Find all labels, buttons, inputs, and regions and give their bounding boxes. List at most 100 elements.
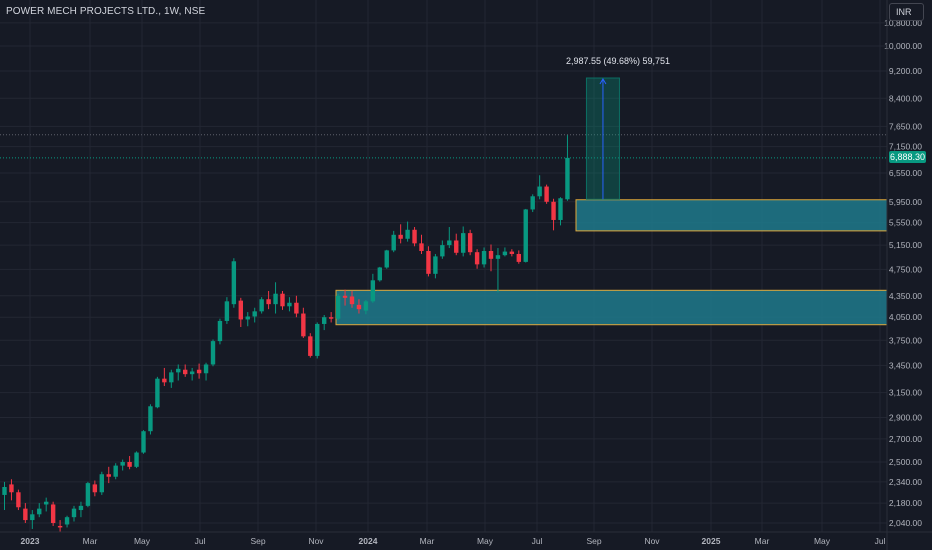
candle-body <box>169 372 174 383</box>
candle-body <box>412 229 417 244</box>
candle-body <box>64 517 70 525</box>
candle-body <box>509 251 515 254</box>
candle-body <box>349 296 355 305</box>
y-tick-label: 3,150.00 <box>889 388 922 398</box>
candle-body <box>252 311 257 317</box>
price-range-measure[interactable] <box>585 77 620 200</box>
candle-body <box>523 209 528 262</box>
y-tick-label: 5,550.00 <box>889 218 922 228</box>
symbol-title: POWER MECH PROJECTS LTD., 1W, NSE <box>6 6 206 17</box>
candle-body <box>565 157 570 200</box>
candle-body <box>377 267 382 281</box>
candle-body <box>148 406 153 432</box>
candle-body <box>266 299 271 305</box>
x-tick-label: Sep <box>250 536 265 546</box>
x-tick-label: Nov <box>308 536 324 546</box>
candle-body <box>335 295 341 319</box>
x-tick-label: Sep <box>586 536 601 546</box>
candle-body <box>315 323 320 356</box>
x-tick-label: 2023 <box>21 536 40 546</box>
x-tick-label: 2025 <box>702 536 721 546</box>
candle-body <box>454 240 459 253</box>
candle-body <box>544 186 549 202</box>
candlestick-series <box>0 134 887 532</box>
x-tick-label: Mar <box>420 536 435 546</box>
candle-body <box>106 474 111 477</box>
y-tick-label: 4,050.00 <box>889 312 922 322</box>
y-tick-label: 5,950.00 <box>889 197 922 207</box>
y-tick-label: 2,500.00 <box>889 457 922 467</box>
x-tick-label: Jul <box>532 536 543 546</box>
candle-body <box>433 256 438 274</box>
candle-body <box>23 508 28 521</box>
last-price-tag: 6,888.30 <box>889 151 926 163</box>
candle-body <box>495 255 501 259</box>
x-tick-label: Mar <box>83 536 98 546</box>
candle-body <box>99 474 104 493</box>
candle-body <box>440 245 445 257</box>
y-tick-label: 2,700.00 <box>889 434 922 444</box>
candle-body <box>328 317 334 319</box>
candle-body <box>419 243 424 251</box>
candle-body <box>530 196 535 210</box>
candle-body <box>203 364 209 374</box>
candle-body <box>176 368 181 373</box>
candle-body <box>127 461 132 467</box>
y-tick-label: 6,550.00 <box>889 168 922 178</box>
currency-button[interactable]: INR <box>889 3 924 21</box>
candle-body <box>30 514 35 521</box>
candle-body <box>44 501 49 505</box>
candle-body <box>238 300 243 320</box>
candle-body <box>405 229 410 239</box>
candle-body <box>558 198 563 220</box>
y-tick-label: 8,400.00 <box>889 93 922 103</box>
measure-label: 2,987.55 (49.68%) 59,751 <box>565 56 671 66</box>
candle-body <box>537 186 542 197</box>
y-tick-label: 4,750.00 <box>889 264 922 274</box>
candle-body <box>308 336 313 356</box>
x-tick-label: May <box>814 536 831 546</box>
candle-body <box>16 492 21 508</box>
candle-body <box>461 233 466 253</box>
x-tick-label: Jul <box>195 536 206 546</box>
y-tick-label: 10,000.00 <box>884 41 922 51</box>
candle-body <box>551 201 556 220</box>
candle-body <box>273 293 278 305</box>
candle-body <box>155 378 160 408</box>
x-tick-label: Nov <box>644 536 660 546</box>
y-tick-label: 2,900.00 <box>889 412 922 422</box>
y-tick-label: 2,180.00 <box>889 498 922 508</box>
candle-body <box>134 452 139 467</box>
y-tick-label: 7,650.00 <box>889 121 922 131</box>
candle-body <box>280 293 285 307</box>
x-tick-label: 2024 <box>359 536 378 546</box>
zone-rect <box>575 199 888 232</box>
candle-body <box>224 301 230 321</box>
candle-body <box>502 251 508 256</box>
candle-body <box>92 484 98 493</box>
candle-body <box>78 505 84 511</box>
y-tick-label: 3,750.00 <box>889 335 922 345</box>
measure-arrow-head <box>599 78 607 85</box>
candle-body <box>141 431 146 453</box>
candle-body <box>474 252 480 265</box>
candle-body <box>467 233 473 253</box>
candle-body <box>120 461 125 466</box>
y-tick-label: 4,350.00 <box>889 291 922 301</box>
candle-body <box>370 280 376 302</box>
candle-body <box>384 250 389 268</box>
candle-body <box>342 295 348 298</box>
candle-body <box>2 487 7 495</box>
x-tick-label: May <box>134 536 151 546</box>
candle-body <box>196 369 202 374</box>
candle-body <box>162 378 167 383</box>
candle-body <box>85 483 91 506</box>
candle-body <box>391 234 396 251</box>
candle-body <box>363 301 369 311</box>
y-tick-label: 2,040.00 <box>889 518 922 528</box>
candle-body <box>447 240 452 246</box>
y-tick-label: 10,800.00 <box>884 18 922 28</box>
candle-body <box>398 234 403 239</box>
